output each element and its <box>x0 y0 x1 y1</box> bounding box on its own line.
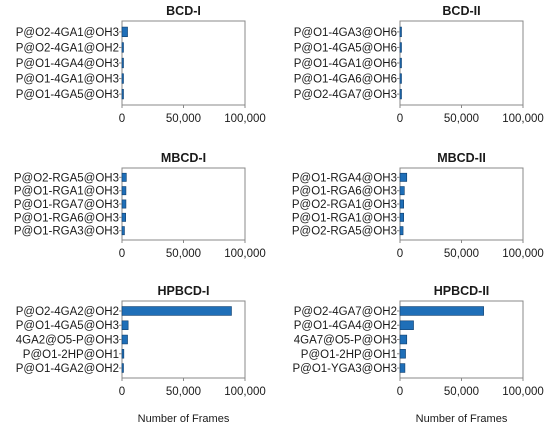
plot-area <box>121 20 246 106</box>
bar <box>121 212 126 222</box>
bar <box>399 26 402 38</box>
category-label: P@O2-4GA1@OH3 <box>16 27 119 39</box>
bar <box>399 57 402 69</box>
x-tick-label: 100,000 <box>224 386 266 398</box>
bar <box>121 57 124 69</box>
category-label: P@O1-RGA6@OH3 <box>14 212 119 224</box>
bar <box>399 320 414 330</box>
category-label: P@O2-RGA1@OH3 <box>292 199 397 211</box>
category-label: P@O2-RGA5@OH3 <box>14 172 119 184</box>
category-label: P@O1-RGA7@OH3 <box>14 199 119 211</box>
category-label: P@O1-4GA5@OH6 <box>294 42 397 54</box>
category-label: P@O1-4GA1@OH6 <box>294 58 397 70</box>
category-label: P@O1-4GA1@OH3 <box>16 74 119 86</box>
category-label: 4GA7@O5-P@OH3 <box>294 335 397 347</box>
x-tick-label: 0 <box>119 386 125 398</box>
bar <box>121 349 125 359</box>
category-label: P@O1-RGA1@OH3 <box>14 186 119 198</box>
bar <box>121 334 128 345</box>
category-label: P@O2-4GA2@OH2 <box>16 306 119 318</box>
category-label: P@O2-4GA7@OH3 <box>294 89 397 101</box>
category-label: P@O1-2HP@OH1 <box>301 349 397 361</box>
category-label: P@O1-RGA4@OH3 <box>292 172 397 184</box>
x-tick-label: 0 <box>397 386 403 398</box>
bar <box>399 212 404 222</box>
category-label: P@O2-RGA5@OH3 <box>292 226 397 238</box>
category-label: P@O1-4GA2@OH2 <box>16 363 119 375</box>
chart-panel-2: BCD-II P@O1-4GA3@OH6 P@O1-4GA5@OH6 P@O1-4GA… <box>294 4 544 125</box>
bar <box>399 334 408 345</box>
chart-title: MBCD-II <box>437 151 486 165</box>
x-tick-label: 100,000 <box>224 113 266 125</box>
x-tick-label: 100,000 <box>502 386 544 398</box>
category-label: P@O2-4GA7@OH2 <box>294 306 397 318</box>
bar <box>121 186 127 196</box>
bar <box>399 306 484 316</box>
category-label: P@O2-4GA1@OH2 <box>16 42 119 54</box>
category-label: P@O1-4GA5@OH3 <box>16 320 119 332</box>
bar <box>121 320 129 330</box>
x-tick-label: 50,000 <box>166 386 201 398</box>
category-label: P@O1-RGA6@OH3 <box>292 186 397 198</box>
chart-panel-1: BCD-I P@O2-4GA1@OH3 P@O2-4GA1@OH2 P@O1-4GA4… <box>16 4 266 125</box>
x-tick-label: 100,000 <box>502 248 544 260</box>
x-tick-label: 100,000 <box>502 113 544 125</box>
chart-title: HPBCD-I <box>157 284 209 298</box>
bar <box>399 73 402 84</box>
bar <box>399 226 404 236</box>
x-axis-label: Number of Frames <box>416 413 508 425</box>
bar <box>399 363 406 373</box>
category-label: P@O1-YGA3@OH3 <box>292 363 397 375</box>
x-tick-label: 0 <box>397 113 403 125</box>
bar <box>121 363 124 373</box>
category-label: P@O1-4GA6@OH6 <box>294 74 397 86</box>
category-label: P@O1-4GA5@OH3 <box>16 89 119 101</box>
x-tick-label: 50,000 <box>444 386 479 398</box>
x-tick-label: 100,000 <box>224 248 266 260</box>
bar <box>399 199 404 209</box>
x-tick-label: 50,000 <box>444 248 479 260</box>
chart-panel-3: MBCD-IP@O2-RGA5@OH3P@O1-RGA1@OH3P@O1-RGA… <box>14 151 266 260</box>
bar <box>121 88 124 100</box>
bar <box>121 199 127 209</box>
bar <box>121 226 125 236</box>
bar <box>121 172 127 182</box>
chart-title: BCD-I <box>166 4 201 18</box>
plot-area <box>399 20 524 106</box>
chart-title: HPBCD-II <box>434 284 490 298</box>
bar <box>399 42 402 53</box>
chart-title: MBCD-I <box>161 151 206 165</box>
chart-panel-4: MBCD-IIP@O1-RGA4@OH3P@O1-RGA6@OH3P@O2-RG… <box>292 151 544 260</box>
x-axis-label: Number of Frames <box>138 413 230 425</box>
x-tick-label: 50,000 <box>444 113 479 125</box>
x-tick-label: 0 <box>397 248 403 260</box>
bar <box>399 88 402 100</box>
category-label: P@O1-4GA4@OH2 <box>294 320 397 332</box>
x-tick-label: 50,000 <box>166 248 201 260</box>
category-label: P@O1-RGA1@OH3 <box>292 212 397 224</box>
bar <box>399 186 405 196</box>
bar <box>121 26 128 38</box>
plot-area <box>399 167 524 241</box>
bar <box>399 172 408 182</box>
chart-title: BCD-II <box>442 4 480 18</box>
category-label: P@O1-RGA3@OH3 <box>14 226 119 238</box>
bar <box>121 306 232 316</box>
category-label: P@O1-2HP@OH1 <box>23 349 119 361</box>
x-tick-label: 0 <box>119 113 125 125</box>
chart-panel-5: HPBCD-I P@O2-4GA2@OH2 P@O1-4GA5@OH3 4GA2@O5… <box>16 284 266 425</box>
x-tick-label: 50,000 <box>166 113 201 125</box>
chart-panel-6: HPBCD-II P@O2-4GA7@OH2 P@O1-4GA4@OH2 4GA7@O… <box>292 284 543 425</box>
x-tick-label: 0 <box>119 248 125 260</box>
category-label: P@O1-4GA4@OH3 <box>16 58 119 70</box>
category-label: 4GA2@O5-P@OH3 <box>16 335 119 347</box>
category-label: P@O1-4GA3@OH6 <box>294 27 397 39</box>
bar <box>121 73 124 84</box>
bar <box>399 349 406 359</box>
plot-area <box>121 167 246 241</box>
bar <box>121 42 124 53</box>
